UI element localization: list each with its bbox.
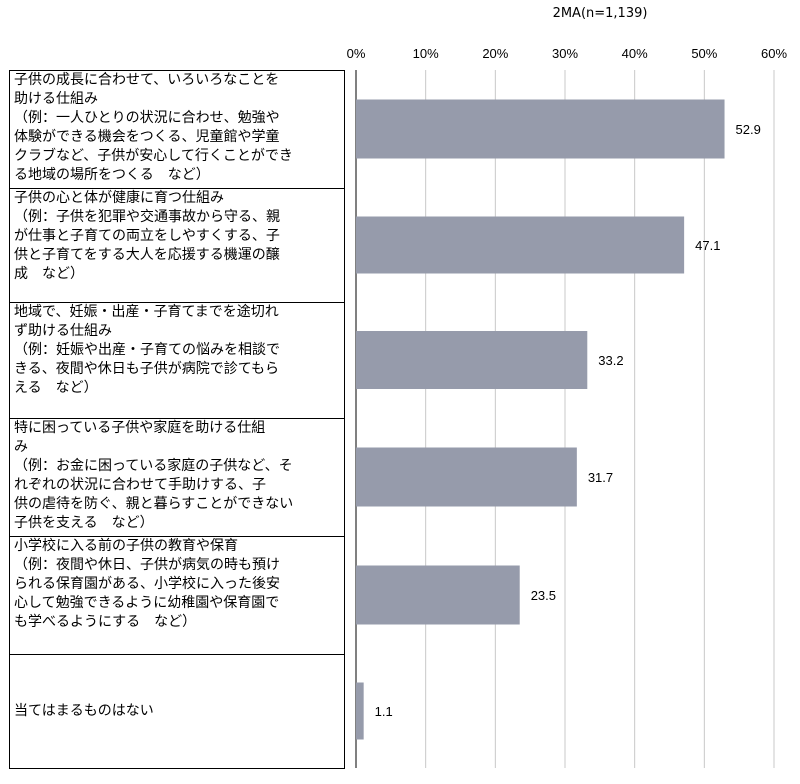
x-tick-label: 30% [552, 46, 578, 61]
bar [356, 99, 725, 159]
x-tick-label: 40% [622, 46, 648, 61]
x-tick-label: 20% [482, 46, 508, 61]
bar [356, 331, 588, 389]
category-label: 地域で、妊娠・出産・子育てまでを途切れ ず助ける仕組み （例：妊娠や出産・子育て… [9, 302, 345, 419]
category-label: 子供の成長に合わせて、いろいろなことを 助ける仕組み （例：一人ひとりの状況に合… [9, 70, 345, 189]
category-label: 特に困っている子供や家庭を助ける仕組 み （例：お金に困っている家庭の子供など、… [9, 418, 345, 537]
data-label: 52.9 [736, 122, 761, 137]
sample-note: 2MA(n=1,139) [552, 6, 648, 21]
x-tick-label: 0% [347, 46, 366, 61]
category-label: 小学校に入る前の子供の教育や保育 （例：夜間や休日、子供が病気の時も預け られる… [9, 536, 345, 655]
bar [356, 216, 685, 274]
category-label: 子供の心と体が健康に育つ仕組み （例：子供を犯罪や交通事故から守る、親 が仕事と… [9, 188, 345, 303]
bar [356, 682, 364, 740]
x-tick-label: 60% [761, 46, 787, 61]
data-label: 1.1 [375, 704, 393, 719]
bar [356, 565, 520, 625]
data-label: 23.5 [531, 588, 556, 603]
bar [356, 447, 577, 507]
data-label: 31.7 [588, 470, 613, 485]
x-tick-label: 50% [691, 46, 717, 61]
data-label: 47.1 [695, 238, 720, 253]
category-label: 当てはまるものはない [9, 654, 345, 769]
data-label: 33.2 [598, 353, 623, 368]
x-tick-label: 10% [413, 46, 439, 61]
